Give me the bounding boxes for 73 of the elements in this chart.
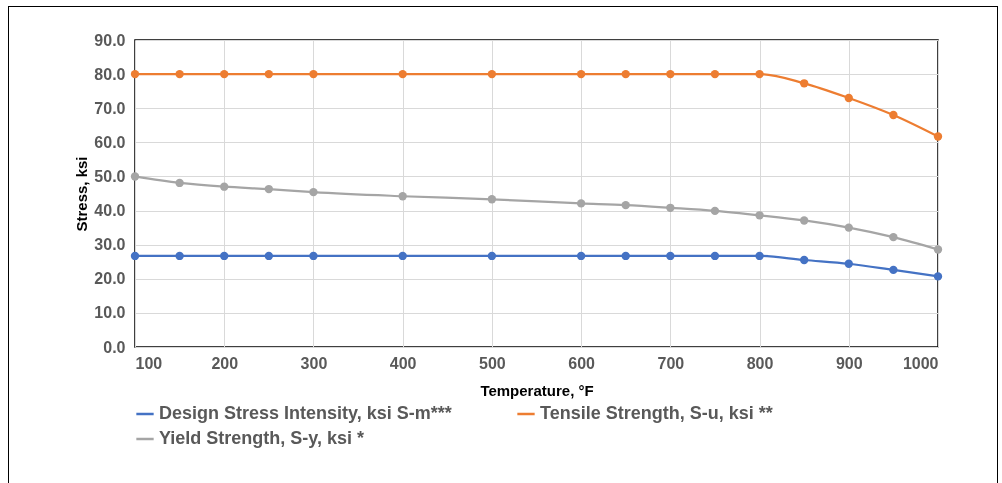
x-tick-label: 1000: [902, 354, 939, 372]
point: [844, 93, 853, 103]
point: [933, 132, 943, 141]
point: [933, 272, 943, 281]
x-tick-label: 500: [479, 354, 506, 372]
x-tick-label: 700: [657, 354, 685, 372]
point: [487, 195, 497, 204]
point: [487, 251, 497, 261]
point: [576, 251, 586, 261]
point: [666, 69, 675, 79]
y-tick-label: 80.0: [94, 65, 126, 83]
point: [220, 69, 229, 79]
x-tick-label: 900: [835, 354, 863, 372]
point: [398, 69, 407, 79]
point: [398, 192, 407, 201]
x-tick-label: 600: [568, 354, 596, 372]
point: [175, 69, 184, 79]
point: [889, 232, 898, 242]
point: [130, 251, 140, 261]
y-tick-label: 90.0: [94, 31, 126, 49]
x-tick-label: 200: [211, 354, 239, 372]
point: [666, 251, 675, 261]
point: [710, 69, 720, 79]
point: [755, 211, 764, 220]
y-tick-label: 30.0: [94, 236, 126, 254]
point: [621, 251, 630, 261]
point: [621, 200, 630, 210]
y-tick-label: 60.0: [94, 133, 126, 151]
point: [175, 251, 184, 261]
x-tick-label: 300: [300, 354, 328, 372]
point: [264, 184, 274, 194]
point: [130, 69, 140, 79]
legend-label: Tensile Strength, S-u, ksi **: [540, 403, 773, 423]
legend-label: Yield Strength, S-y, ksi *: [159, 428, 365, 448]
point: [175, 178, 184, 188]
point: [799, 255, 809, 265]
point: [666, 203, 675, 212]
point: [576, 199, 586, 208]
point: [264, 251, 274, 261]
x-axis-title: Temperature, °F: [480, 381, 594, 399]
point: [755, 69, 764, 79]
point: [309, 251, 318, 261]
y-tick-label: 0.0: [103, 338, 126, 356]
point: [710, 206, 720, 216]
point: [799, 216, 809, 225]
point: [130, 172, 140, 181]
point: [889, 265, 898, 275]
x-tick-label: 100: [135, 354, 163, 372]
y-axis-title: Stress, ksi: [73, 156, 91, 232]
point: [621, 69, 630, 79]
point: [755, 251, 764, 261]
point: [889, 110, 898, 120]
point: [487, 69, 497, 79]
legend-label: Design Stress Intensity, ksi S-m***: [159, 403, 452, 423]
y-tick-label: 50.0: [94, 167, 126, 185]
y-tick-label: 40.0: [94, 202, 126, 220]
y-tick-label: 10.0: [94, 304, 126, 322]
y-tick-label: 70.0: [94, 99, 126, 117]
point: [220, 251, 229, 261]
point: [844, 223, 853, 232]
point: [933, 245, 943, 254]
point: [309, 187, 318, 197]
y-tick-label: 20.0: [94, 270, 126, 288]
x-tick-label: 400: [389, 354, 417, 372]
point: [799, 79, 809, 88]
point: [220, 182, 229, 191]
point: [398, 251, 407, 261]
point: [710, 251, 720, 261]
point: [576, 69, 586, 79]
point: [309, 69, 318, 79]
x-tick-label: 800: [746, 354, 774, 372]
point: [844, 259, 853, 268]
point: [264, 69, 274, 79]
